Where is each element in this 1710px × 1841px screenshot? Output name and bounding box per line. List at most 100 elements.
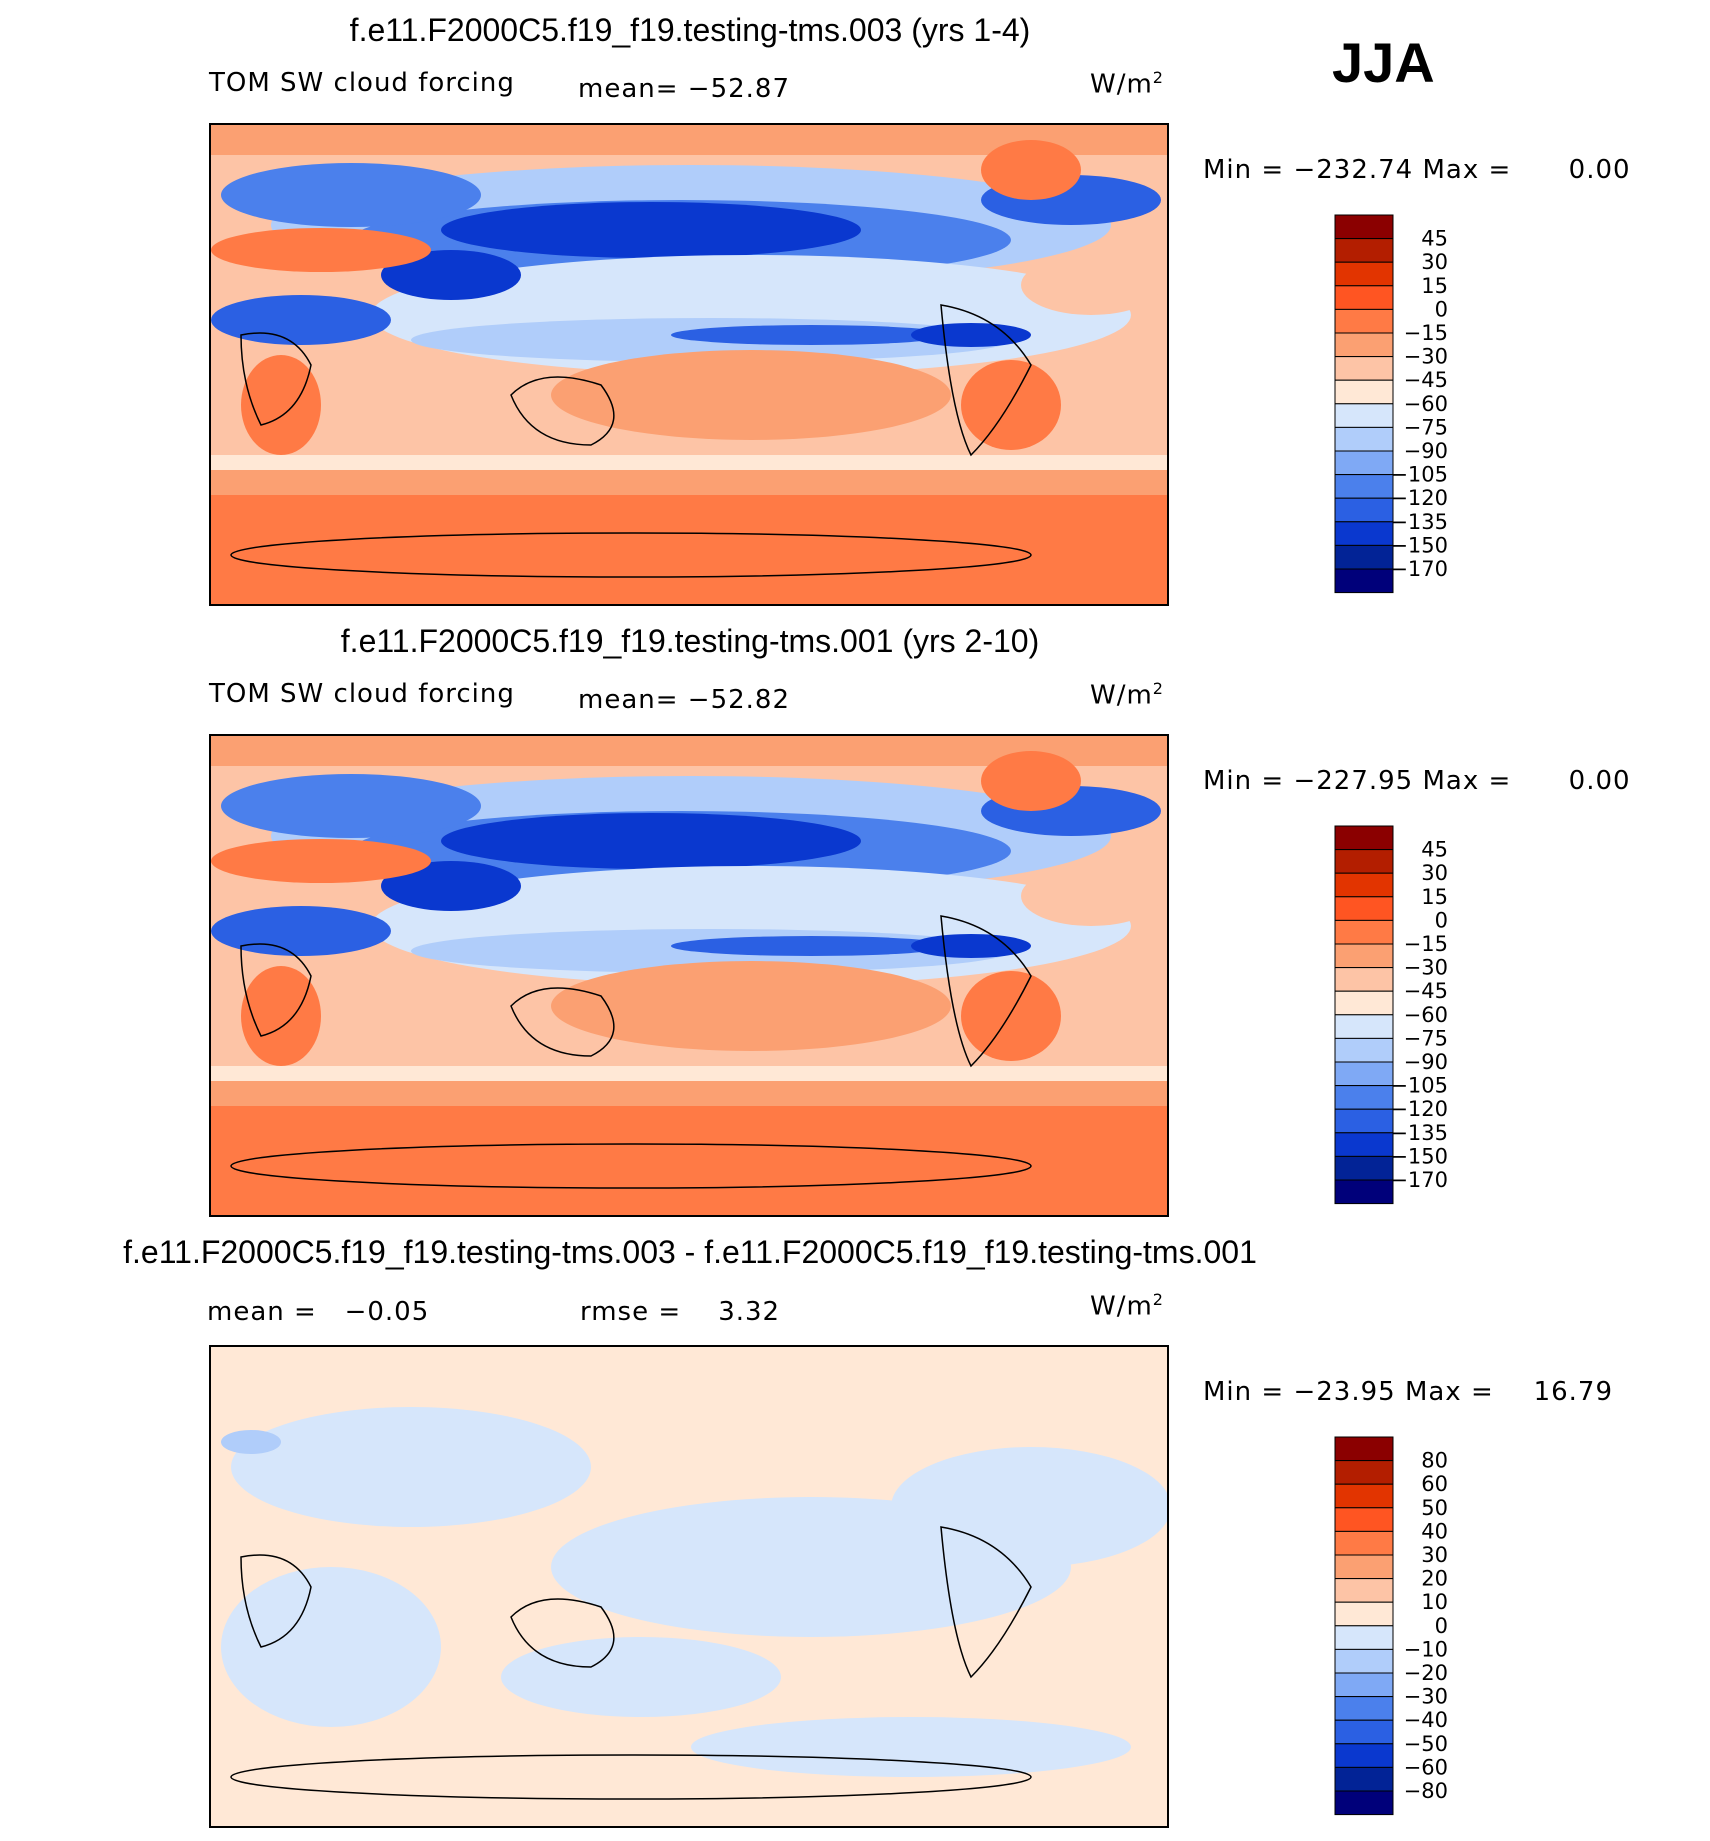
colorbar-swatch bbox=[1334, 1460, 1394, 1485]
panel-3-min-label: Min = bbox=[1203, 1377, 1285, 1407]
colorbar-swatch bbox=[1334, 896, 1394, 921]
colorbar-swatch bbox=[1334, 1483, 1394, 1509]
colorbar-swatch bbox=[1334, 1061, 1394, 1087]
panel-3-max-value: 16.79 bbox=[1533, 1377, 1614, 1407]
panel-2-min-label: Min = bbox=[1203, 766, 1285, 796]
colorbar-label: 50 bbox=[1421, 1496, 1448, 1520]
panel-1-title: f.e11.F2000C5.f19_f19.testing-tms.003 (y… bbox=[349, 12, 1031, 48]
colorbar-swatch bbox=[1334, 1554, 1394, 1580]
season-label: JJA bbox=[1332, 31, 1435, 94]
panel-2-field bbox=[211, 736, 1167, 1215]
colorbar-swatch bbox=[1334, 990, 1394, 1016]
panel-3-field bbox=[211, 1347, 1167, 1826]
colorbar-label: 0 bbox=[1435, 908, 1448, 932]
panel-2-max-label: Max = bbox=[1422, 766, 1512, 796]
colorbar-label: −135 bbox=[1390, 1121, 1448, 1145]
colorbar-swatch bbox=[1334, 1625, 1394, 1650]
panel-2-minmax: Min = −227.95 Max = 0.00 bbox=[1203, 766, 1631, 796]
colorbar-swatch bbox=[1334, 1014, 1394, 1039]
colorbar-swatch bbox=[1334, 1719, 1394, 1745]
panel-3-minmax: Min = −23.95 Max = 16.79 bbox=[1203, 1377, 1613, 1407]
panel-2-map bbox=[209, 734, 1169, 1217]
panel-3-rmse: rmse = 3.32 bbox=[580, 1297, 781, 1327]
colorbar-label: −170 bbox=[1390, 557, 1448, 581]
colorbar-label: −15 bbox=[1404, 932, 1448, 956]
panel-3-colorbar: 80 60 50 40 30 20 10 0 −10 −20 −30 −40 −50 −60 −80 bbox=[1334, 1436, 1485, 1817]
panel-2-variable: TOM SW cloud forcing bbox=[209, 679, 515, 709]
colorbar-swatch bbox=[1334, 1108, 1394, 1134]
colorbar-label: −30 bbox=[1404, 345, 1448, 369]
panel-3-title: f.e11.F2000C5.f19_f19.testing-tms.003 - … bbox=[123, 1234, 1257, 1270]
colorbar-swatch bbox=[1334, 1648, 1394, 1674]
panel-2-colorbar-svg: 4530150−15−30−45−60−75−90−105−120−135−15… bbox=[1334, 825, 1448, 1205]
colorbar-label: −40 bbox=[1404, 1708, 1448, 1732]
colorbar-label: 20 bbox=[1421, 1567, 1448, 1591]
panel-1-max-value: 0.00 bbox=[1568, 155, 1631, 185]
panel-1-min-label: Min = bbox=[1203, 155, 1285, 185]
colorbar-label: 15 bbox=[1421, 274, 1448, 298]
colorbar-swatch bbox=[1334, 1132, 1394, 1157]
colorbar-label: −30 bbox=[1404, 1685, 1448, 1709]
colorbar-swatch bbox=[1334, 1743, 1394, 1768]
colorbar-swatch bbox=[1334, 356, 1394, 381]
colorbar-label: −120 bbox=[1390, 1097, 1448, 1121]
colorbar-swatch bbox=[1334, 238, 1394, 263]
colorbar-label: −170 bbox=[1390, 1168, 1448, 1192]
colorbar-label: −20 bbox=[1404, 1661, 1448, 1685]
colorbar-label: 45 bbox=[1421, 227, 1448, 251]
colorbar-swatch bbox=[1334, 1037, 1394, 1063]
panel-1-colorbar: 45 30 15 0 −15 −30 −45 −60 −75 −90 −105 −120 −135 −15… bbox=[1334, 214, 1485, 595]
colorbar-label: −30 bbox=[1404, 956, 1448, 980]
colorbar-swatch bbox=[1334, 214, 1394, 240]
colorbar-swatch bbox=[1334, 849, 1394, 874]
colorbar-swatch bbox=[1334, 1601, 1394, 1627]
panel-1-max-label: Max = bbox=[1422, 155, 1512, 185]
colorbar-label: −10 bbox=[1404, 1637, 1448, 1661]
colorbar-label: 40 bbox=[1421, 1519, 1448, 1543]
colorbar-label: 30 bbox=[1421, 861, 1448, 885]
panel-1-map bbox=[209, 123, 1169, 606]
panel-3-mean: mean = −0.05 bbox=[207, 1297, 430, 1327]
colorbar-label: −75 bbox=[1404, 415, 1448, 439]
colorbar-swatch bbox=[1334, 1578, 1394, 1603]
colorbar-label: 0 bbox=[1435, 1614, 1448, 1638]
colorbar-swatch bbox=[1334, 308, 1394, 334]
colorbar-label: −90 bbox=[1404, 1050, 1448, 1074]
colorbar-label: −135 bbox=[1390, 510, 1448, 534]
colorbar-swatch bbox=[1334, 1507, 1394, 1532]
panel-1-field bbox=[211, 125, 1167, 604]
colorbar-swatch bbox=[1334, 285, 1394, 310]
colorbar-label: −45 bbox=[1404, 979, 1448, 1003]
colorbar-label: 15 bbox=[1421, 885, 1448, 909]
panel-2-mean: mean= −52.82 bbox=[578, 685, 791, 715]
colorbar-label: −80 bbox=[1404, 1779, 1448, 1803]
colorbar-label: −105 bbox=[1390, 463, 1448, 487]
colorbar-label: −150 bbox=[1390, 533, 1448, 557]
colorbar-swatch bbox=[1334, 967, 1394, 992]
colorbar-label: −45 bbox=[1404, 368, 1448, 392]
colorbar-swatch bbox=[1334, 474, 1394, 499]
colorbar-swatch bbox=[1334, 332, 1394, 358]
colorbar-swatch bbox=[1334, 450, 1394, 476]
panel-1-min-value: −232.74 bbox=[1293, 155, 1414, 185]
colorbar-swatch bbox=[1334, 919, 1394, 945]
colorbar-swatch bbox=[1334, 426, 1394, 452]
colorbar-swatch bbox=[1334, 1436, 1394, 1462]
colorbar-swatch bbox=[1334, 1530, 1394, 1556]
panel-2-colorbar: 45 30 15 0 −15 −30 −45 −60 −75 −90 −105 −120 −135 −15… bbox=[1334, 825, 1485, 1206]
colorbar-swatch bbox=[1334, 943, 1394, 969]
panel-3-map bbox=[209, 1345, 1169, 1828]
colorbar-label: 30 bbox=[1421, 250, 1448, 274]
colorbar-label: −60 bbox=[1404, 1755, 1448, 1779]
colorbar-swatch bbox=[1334, 521, 1394, 546]
colorbar-swatch bbox=[1334, 261, 1394, 287]
colorbar-swatch bbox=[1334, 1766, 1394, 1792]
panel-1-variable: TOM SW cloud forcing bbox=[209, 68, 515, 98]
colorbar-swatch bbox=[1334, 1155, 1394, 1181]
colorbar-swatch bbox=[1334, 1696, 1394, 1721]
panel-1-colorbar-svg: 4530150−15−30−45−60−75−90−105−120−135−15… bbox=[1334, 214, 1448, 594]
panel-3-min-value: −23.95 bbox=[1293, 1377, 1396, 1407]
colorbar-label: 30 bbox=[1421, 1543, 1448, 1567]
panel-2-max-value: 0.00 bbox=[1568, 766, 1631, 796]
colorbar-swatch bbox=[1334, 872, 1394, 898]
